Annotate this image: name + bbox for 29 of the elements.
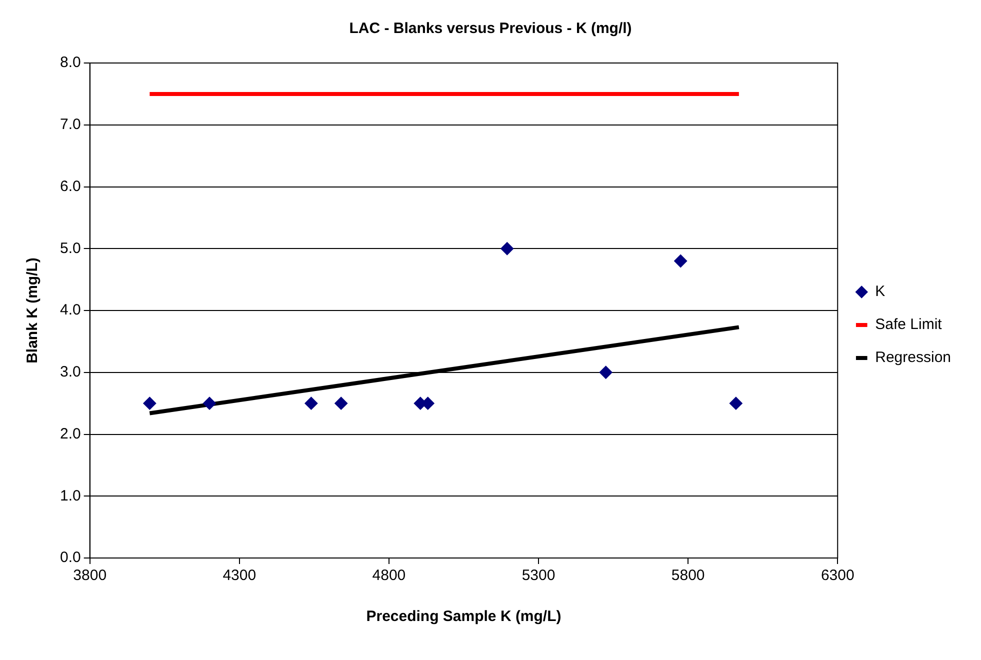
point <box>599 366 612 379</box>
legend-label: Regression <box>875 349 952 366</box>
legend-label: K <box>875 283 886 300</box>
y-tick-label: 3.0 <box>60 364 81 381</box>
point <box>143 396 156 410</box>
point <box>202 396 216 410</box>
x-tick-label: 3800 <box>73 567 107 584</box>
y-tick-label: 5.0 <box>60 240 81 257</box>
point <box>729 396 742 410</box>
x-tick-label: 6300 <box>820 567 854 584</box>
y-tick-label: 4.0 <box>60 302 81 319</box>
chart-title: LAC - Blanks versus Previous - K (mg/l) <box>349 20 632 38</box>
legend-label: Safe Limit <box>875 316 943 334</box>
point <box>674 254 688 268</box>
y-tick-label: 8.0 <box>60 54 81 72</box>
point <box>334 396 348 410</box>
y-axis-title: Blank K (mg/L) <box>24 258 42 364</box>
y-tick-label: 0.0 <box>60 549 81 566</box>
x-tick-label: 5800 <box>671 567 705 584</box>
x-tick-label: 4300 <box>222 567 256 584</box>
y-tick-label: 2.0 <box>60 425 81 442</box>
y-tick-label: 6.0 <box>60 178 81 195</box>
point <box>304 396 318 410</box>
x-tick-label: 4800 <box>372 567 406 584</box>
y-tick-label: 1.0 <box>60 487 81 504</box>
y-tick-label: 7.0 <box>60 116 81 134</box>
point <box>500 242 514 256</box>
x-tick-label: 5300 <box>522 567 556 584</box>
x-axis-title: Preceding Sample K (mg/L) <box>366 608 562 626</box>
